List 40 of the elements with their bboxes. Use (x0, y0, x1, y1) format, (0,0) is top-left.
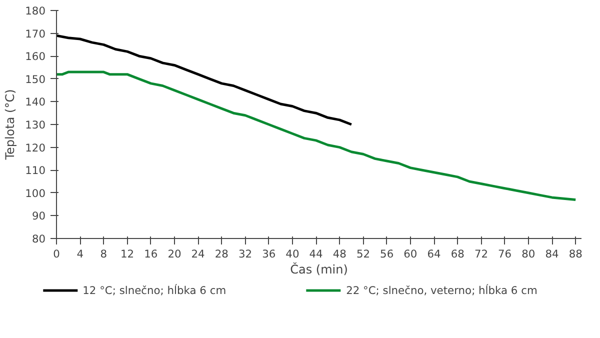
x-tick-label: 48 (332, 248, 347, 260)
x-tick-label: 40 (286, 248, 300, 260)
y-tick-label: 140 (25, 96, 46, 109)
x-tick-label: 0 (53, 248, 60, 260)
y-tick-label: 150 (25, 72, 46, 86)
x-tick-label: 68 (450, 248, 465, 260)
x-tick-label: 28 (214, 248, 229, 260)
x-tick-label: 36 (262, 248, 276, 260)
x-tick-label: 12 (120, 248, 134, 260)
x-tick-label: 8 (100, 248, 108, 260)
line-series (56, 34, 353, 126)
y-tick-label: 180 (25, 4, 46, 18)
x-tick-label: 80 (522, 248, 536, 260)
x-tick-label: 72 (474, 248, 488, 260)
legend-label: 12 °C; slnečno; hĺbka 6 cm (82, 284, 226, 296)
x-tick-label: 32 (238, 248, 252, 260)
y-tick-label: 160 (25, 50, 46, 64)
x-tick-label: 56 (380, 248, 394, 260)
y-tick-label: 130 (25, 118, 46, 132)
y-axis-title: Teplota (°C) (3, 89, 18, 161)
x-tick-label: 76 (498, 248, 512, 260)
y-tick-label: 170 (25, 27, 46, 40)
y-tick-label: 110 (25, 164, 46, 178)
x-tick-label: 84 (545, 248, 560, 260)
y-tick-label: 100 (25, 186, 46, 200)
x-tick-label: 44 (309, 248, 324, 260)
x-tick-label: 52 (356, 248, 370, 260)
x-tick-label: 24 (191, 248, 206, 260)
y-tick-label: 90 (32, 210, 46, 223)
x-tick-label: 20 (168, 248, 182, 260)
x-axis-title: Čas (min) (290, 262, 348, 276)
x-tick-label: 64 (427, 248, 442, 260)
y-tick-label: 120 (25, 141, 46, 154)
legend-label: 22 °C; slnečno, veterno; hĺbka 6 cm (346, 284, 538, 296)
y-tick-label: 80 (32, 232, 46, 246)
x-tick-label: 4 (76, 248, 84, 260)
x-tick-label: 60 (404, 248, 418, 260)
x-tick-label: 88 (568, 248, 583, 260)
x-tick-label: 16 (144, 248, 158, 260)
line-series (56, 70, 577, 201)
